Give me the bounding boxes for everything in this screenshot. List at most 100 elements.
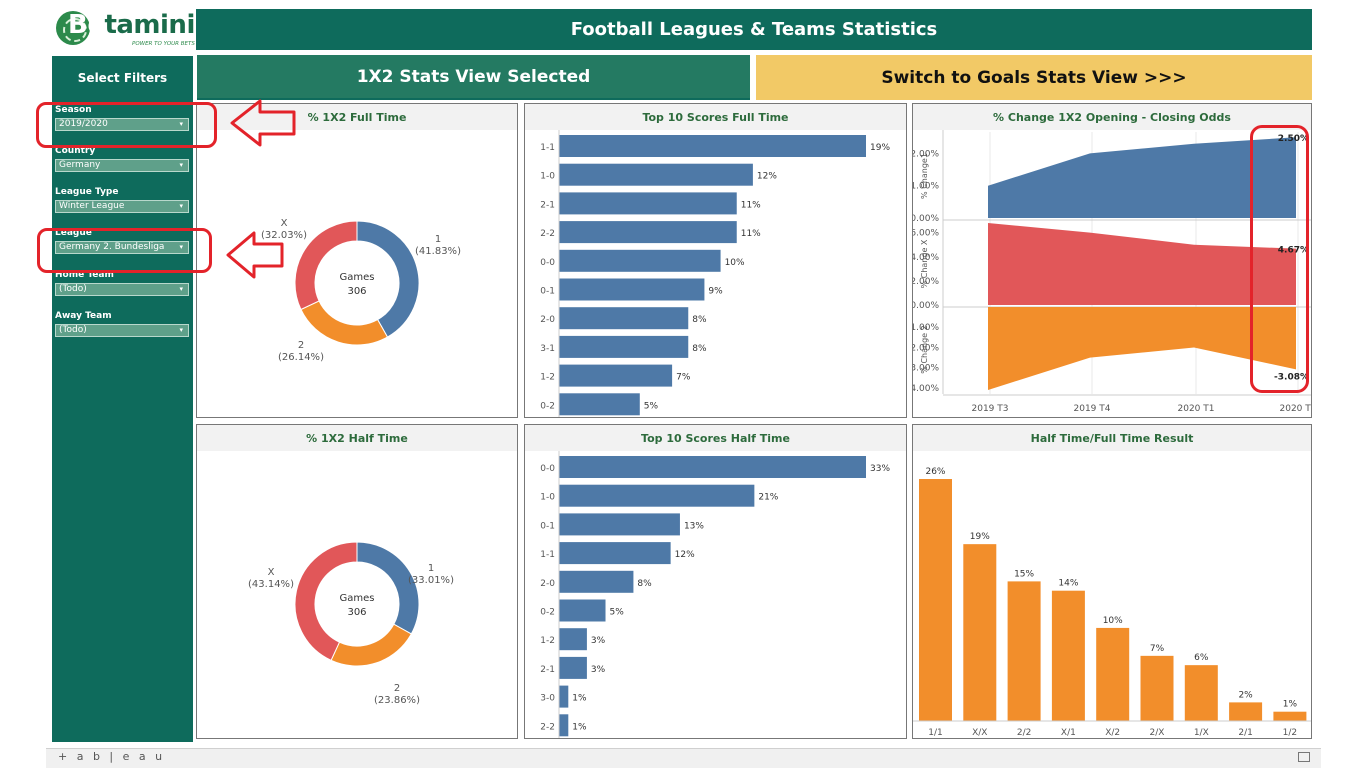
htft-title: Half Time/Full Time Result	[913, 425, 1311, 451]
bar-0-1[interactable]	[559, 513, 680, 536]
bar-1-1[interactable]	[559, 135, 866, 157]
country-dropdown[interactable]: Germany ▾	[55, 159, 189, 172]
bar-2-2[interactable]	[559, 714, 569, 737]
bar-category-label: 2/2	[1017, 728, 1031, 738]
donut-slice-2[interactable]	[300, 300, 389, 346]
bar-category-label: 1-1	[540, 143, 555, 153]
bar-X/1[interactable]	[1051, 590, 1085, 721]
goals-view-button[interactable]: Switch to Goals Stats View >>>	[756, 55, 1312, 100]
bar-1-0[interactable]	[559, 163, 753, 186]
league-highlight-box	[37, 228, 212, 273]
ft-1x2-donut-chart: 1(41.83%) 2(26.14%) X(32.03%) Games 306	[261, 218, 461, 363]
ht-1x2-panel: % 1X2 Half Time 1 (33.01%) 2 (23.86%) X (43.1…	[196, 424, 518, 739]
odds-highlight-box	[1250, 125, 1309, 393]
1x2-view-button[interactable]: 1X2 Stats View Selected	[197, 55, 750, 100]
bar-category-label: 1-1	[540, 550, 555, 560]
donut-slice-1[interactable]	[356, 541, 420, 635]
donut-center-value: 306	[347, 607, 366, 618]
bar-0-2[interactable]	[559, 599, 606, 622]
bar-category-label: 2-2	[540, 722, 555, 732]
donut-slice-2[interactable]	[330, 623, 412, 667]
bar-value-label: 6%	[1194, 653, 1209, 663]
bar-2-0[interactable]	[559, 307, 689, 330]
bar-1-2[interactable]	[559, 364, 673, 387]
bar-X/2[interactable]	[1096, 627, 1130, 721]
betaminic-logo[interactable]: Betaminic POWER TO YOUR BETS	[52, 9, 210, 53]
tableau-brand[interactable]: + a b | e a u	[58, 750, 166, 763]
bar-category-label: 0-0	[540, 464, 555, 474]
away-team-dropdown[interactable]: (Todo) ▾	[55, 324, 189, 337]
bar-1/1[interactable]	[919, 479, 952, 721]
bar-2-1[interactable]	[559, 656, 587, 679]
bar-0-1[interactable]	[559, 278, 705, 301]
series-end-value-label: 4.67%	[1278, 246, 1309, 256]
season-dropdown[interactable]: 2019/2020 ▾	[55, 118, 189, 131]
bar-2-0[interactable]	[559, 570, 634, 593]
league-dropdown[interactable]: Germany 2. Bundesliga ▾	[55, 241, 189, 254]
bar-category-label: 0-2	[540, 401, 555, 411]
bar-0-0[interactable]	[559, 249, 721, 272]
y-tick-label: -4.00%	[913, 384, 939, 394]
season-value: 2019/2020	[59, 119, 108, 129]
bar-value-label: 10%	[725, 258, 745, 268]
fullscreen-icon[interactable]	[1298, 752, 1310, 762]
bar-2/X[interactable]	[1140, 655, 1174, 721]
bar-category-label: X/1	[1061, 728, 1076, 738]
ht-scores-title: Top 10 Scores Half Time	[525, 425, 906, 451]
bar-value-label: 8%	[692, 344, 707, 354]
bar-category-label: 3-0	[540, 694, 555, 704]
bar-2-2[interactable]	[559, 221, 737, 244]
slice-percent-label: (32.03%)	[261, 230, 307, 241]
bar-0-0[interactable]	[559, 456, 866, 478]
ft-scores-bar-chart: 1-1 19% 1-0 12% 2-1 11% 2-2 11% 0-0 10% 0-1 9% 2-0 8%…	[540, 130, 890, 417]
bar-category-label: 0-0	[540, 258, 555, 268]
ht-scores-bar-chart: 0-0 33% 1-0 21% 0-1 13% 1-1 12% 2-0 8% 0-2 5% 1-2 3% 2…	[540, 451, 890, 738]
slice-label: 2	[298, 340, 304, 351]
home-team-dropdown[interactable]: (Todo) ▾	[55, 283, 189, 296]
bar-3-0[interactable]	[559, 685, 569, 708]
bar-category-label: 1-0	[540, 493, 555, 503]
bar-1/X[interactable]	[1184, 665, 1218, 721]
bar-value-label: 8%	[692, 315, 707, 325]
area-series-2[interactable]	[988, 223, 1296, 305]
bar-value-label: 13%	[684, 521, 704, 531]
bar-category-label: 2/1	[1238, 728, 1252, 738]
bar-1-2[interactable]	[559, 628, 587, 651]
donut-slice-x[interactable]	[294, 220, 358, 311]
league-type-dropdown[interactable]: Winter League ▾	[55, 200, 189, 213]
slice-percent-label: (26.14%)	[278, 352, 324, 363]
bar-3-1[interactable]	[559, 335, 689, 358]
ht-1x2-donut-chart: 1(33.01%) 2(23.86%) X(43.14%) Games 306	[248, 541, 454, 706]
bar-value-label: 5%	[644, 401, 659, 411]
country-value: Germany	[59, 160, 101, 170]
x-tick-label: 2019 T4	[1074, 404, 1111, 414]
bar-2/1[interactable]	[1229, 702, 1263, 721]
bar-X/X[interactable]	[963, 544, 997, 721]
ft-scores-panel: Top 10 Scores Full Time 1-1 19% 1-0 12% 2-1 1…	[524, 103, 907, 418]
chevron-down-icon: ▾	[179, 161, 183, 169]
filters-title: Select Filters	[77, 71, 168, 85]
bar-category-label: X/2	[1105, 728, 1120, 738]
bar-value-label: 1%	[572, 722, 587, 732]
x-tick-label: 2020 T2	[1280, 404, 1312, 414]
bar-2/2[interactable]	[1007, 581, 1041, 721]
league-type-label: League Type	[55, 187, 119, 197]
series-end-value-label: -3.08%	[1274, 372, 1309, 382]
bar-2-1[interactable]	[559, 192, 737, 215]
tableau-footer	[46, 748, 1321, 768]
area-series-1[interactable]	[988, 137, 1296, 218]
bar-value-label: 14%	[1058, 579, 1078, 589]
slice-label: 2	[394, 683, 400, 694]
slice-percent-label: (33.01%)	[408, 575, 454, 586]
bar-1/2[interactable]	[1273, 711, 1307, 721]
bar-1-0[interactable]	[559, 484, 755, 507]
arrow-left-icon	[226, 231, 284, 279]
bar-value-label: 7%	[1150, 644, 1165, 654]
bar-0-2[interactable]	[559, 393, 640, 416]
donut-slice-x[interactable]	[294, 541, 358, 661]
bar-1-1[interactable]	[559, 542, 671, 565]
y-tick-label: 2.00%	[913, 149, 939, 159]
season-label: Season	[55, 105, 92, 115]
area-series-3[interactable]	[988, 307, 1296, 390]
